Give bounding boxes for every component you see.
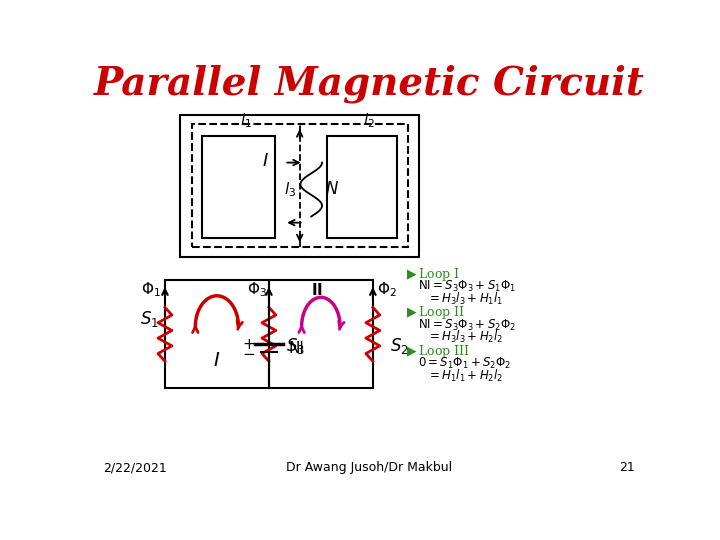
Text: $\blacktriangleright$Loop I: $\blacktriangleright$Loop I [404,266,460,283]
Bar [328,136,397,238]
Text: $\mathbf{II}$: $\mathbf{II}$ [311,282,323,298]
Text: $= H_3 l_3 + H_2 l_2$: $= H_3 l_3 + H_2 l_2$ [427,329,503,346]
Text: $\blacktriangleright$Loop III: $\blacktriangleright$Loop III [404,343,469,360]
Text: $l_2$: $l_2$ [363,111,375,130]
Text: Dr Awang Jusoh/Dr Makbul: Dr Awang Jusoh/Dr Makbul [286,462,452,475]
Text: $= H_3 l_3 + H_1 l_1$: $= H_3 l_3 + H_1 l_1$ [427,291,503,307]
Text: Parallel Magnetic Circuit: Parallel Magnetic Circuit [94,65,644,103]
Bar [192,124,408,247]
Text: $0 = S_1\Phi_1 + S_2\Phi_2$: $0 = S_1\Phi_1 + S_2\Phi_2$ [418,356,510,371]
Text: $S_3$: $S_3$ [286,336,305,356]
Bar [180,115,419,257]
Text: $I$: $I$ [213,352,220,370]
Text: $l_3$: $l_3$ [284,180,297,199]
Text: $\mathrm{NI} = S_3\Phi_3 + S_2\Phi_2$: $\mathrm{NI} = S_3\Phi_3 + S_2\Phi_2$ [418,318,516,333]
Text: $\mathrm{NI} = S_3\Phi_3 + S_1\Phi_1$: $\mathrm{NI} = S_3\Phi_3 + S_1\Phi_1$ [418,279,516,294]
Text: $N$: $N$ [325,181,339,198]
Bar [202,136,275,238]
Text: $= H_1 l_1 + H_2 l_2$: $= H_1 l_1 + H_2 l_2$ [427,368,503,384]
Text: $\blacktriangleright$Loop II: $\blacktriangleright$Loop II [404,304,464,321]
Text: $\Phi_2$: $\Phi_2$ [377,280,397,299]
Text: 2/22/2021: 2/22/2021 [104,462,167,475]
Text: $\Phi_3$: $\Phi_3$ [246,280,266,299]
Text: $S_2$: $S_2$ [390,336,408,356]
Text: 21: 21 [619,462,634,475]
Text: $S_1$: $S_1$ [140,309,159,329]
Text: $-$: $-$ [243,345,256,360]
Text: $I$: $I$ [261,152,269,170]
Text: +: + [243,337,256,352]
Text: $\Phi_1$: $\Phi_1$ [141,280,161,299]
Text: NI: NI [289,341,305,356]
Text: $l_1$: $l_1$ [240,111,252,130]
